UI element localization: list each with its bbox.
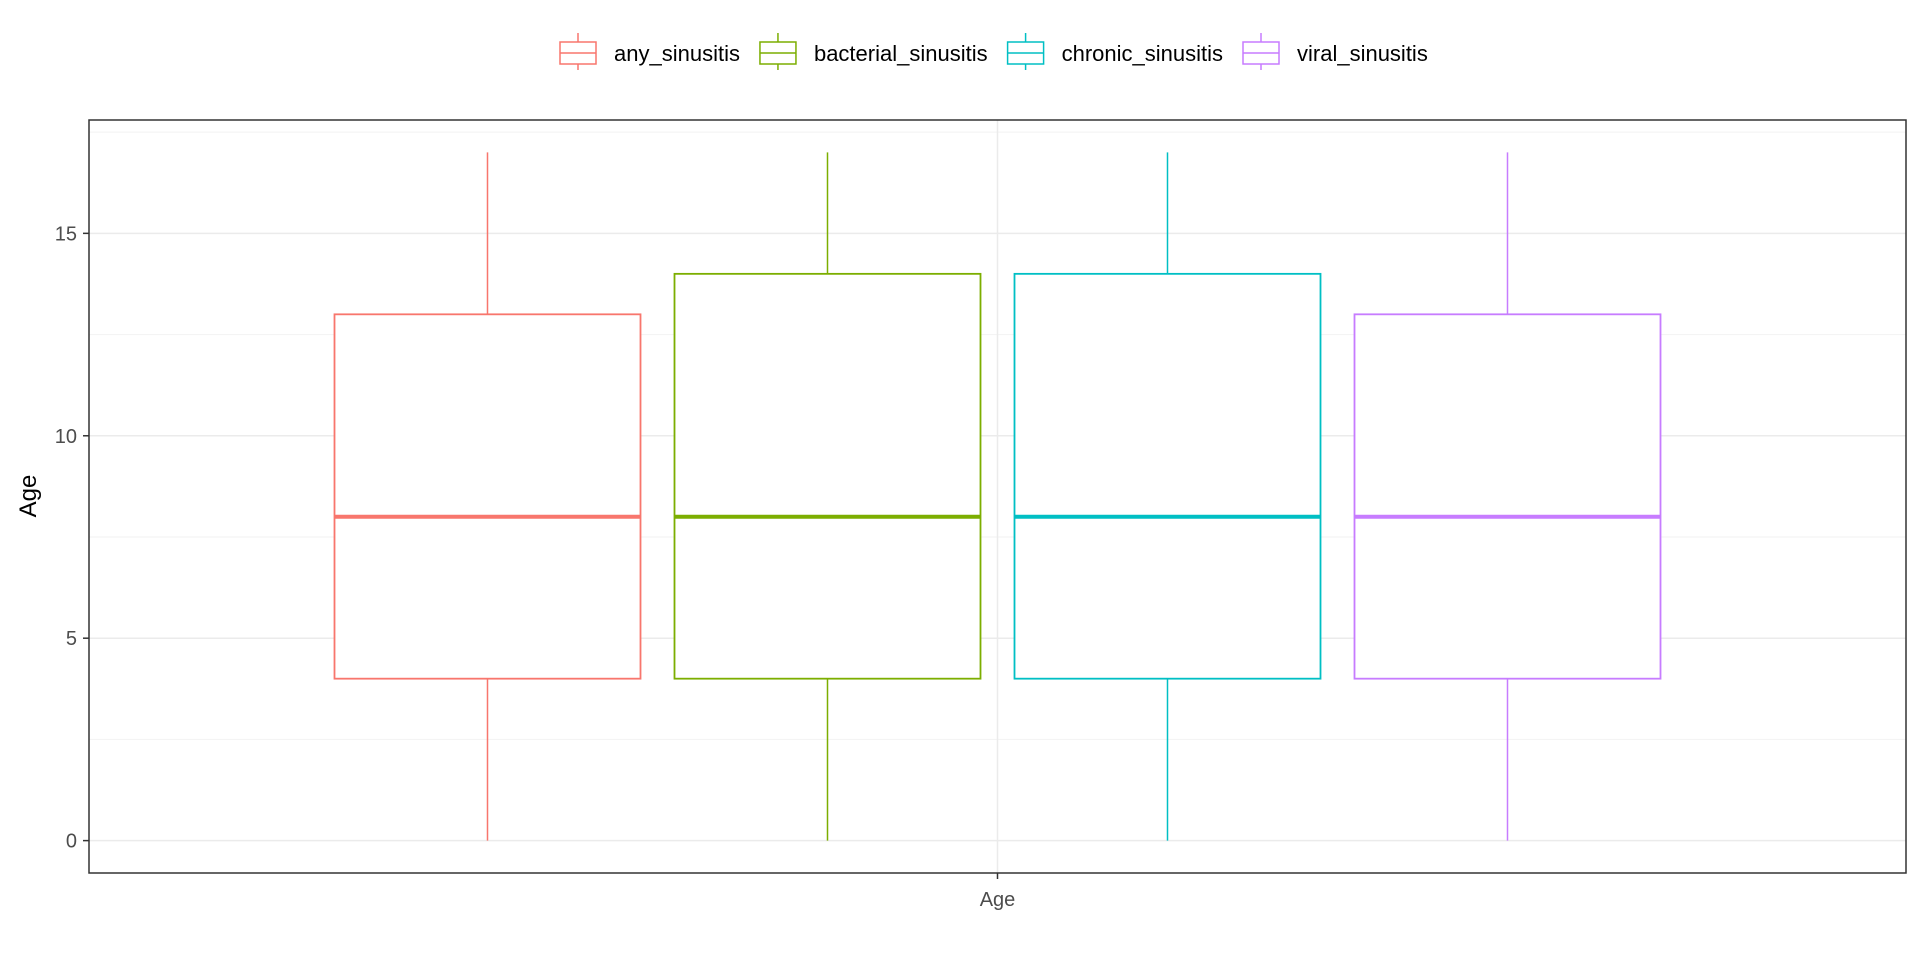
box-series xyxy=(333,152,1662,841)
legend-label: bacterial_sinusitis xyxy=(814,41,988,66)
y-tick-label: 5 xyxy=(66,628,77,650)
y-axis-title: Age xyxy=(15,475,42,518)
box-body xyxy=(333,313,642,680)
box-body xyxy=(1353,313,1662,680)
legend-label: viral_sinusitis xyxy=(1297,41,1428,66)
y-tick-label: 15 xyxy=(55,223,77,245)
box-chronic_sinusitis xyxy=(1013,152,1322,841)
y-tick-label: 0 xyxy=(66,831,77,853)
legend-item-viral_sinusitis: viral_sinusitis xyxy=(1242,33,1428,70)
y-tick-label: 10 xyxy=(55,426,77,448)
box-bacterial_sinusitis xyxy=(673,152,982,841)
x-tick-label: Age xyxy=(980,889,1016,911)
legend: any_sinusitis bacterial_sinusitis chronic_… xyxy=(559,33,1428,70)
box-body xyxy=(673,272,982,680)
legend-item-any_sinusitis: any_sinusitis xyxy=(559,33,740,70)
box-body xyxy=(1013,272,1322,680)
legend-label: chronic_sinusitis xyxy=(1062,41,1223,66)
legend-item-bacterial_sinusitis: bacterial_sinusitis xyxy=(759,33,988,70)
box-viral_sinusitis xyxy=(1353,152,1662,841)
legend-item-chronic_sinusitis: chronic_sinusitis xyxy=(1006,33,1223,70)
box-any_sinusitis xyxy=(333,152,642,841)
axes: 0 5 10 15 xyxy=(55,119,1907,879)
legend-label: any_sinusitis xyxy=(614,41,740,66)
